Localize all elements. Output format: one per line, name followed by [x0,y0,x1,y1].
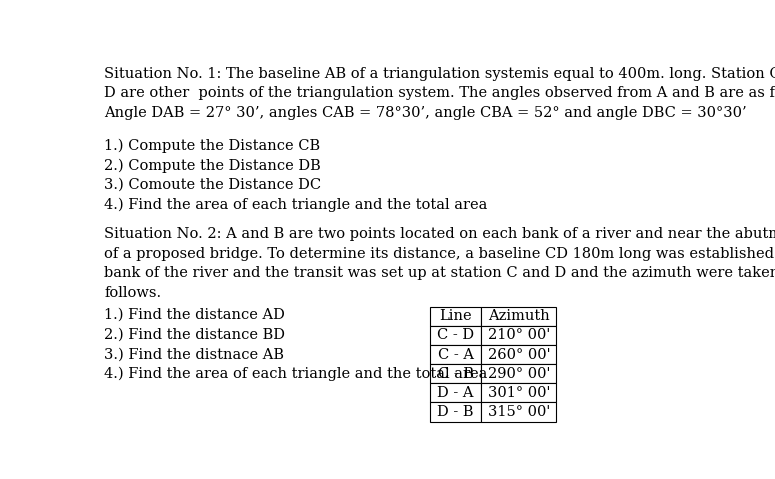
Text: Situation No. 1: The baseline AB of a triangulation systemis equal to 400m. long: Situation No. 1: The baseline AB of a tr… [104,67,775,80]
Text: 1.) Find the distance AD: 1.) Find the distance AD [104,308,285,322]
Bar [430,364,481,383]
Text: C - A: C - A [438,347,474,362]
Bar [481,364,556,383]
Text: follows.: follows. [104,285,161,300]
Text: Angle DAB = 27° 30’, angles CAB = 78°30’, angle CBA = 52° and angle DBC = 30°30’: Angle DAB = 27° 30’, angles CAB = 78°30’… [104,106,746,120]
Bar [430,402,481,422]
Text: 3.) Find the distnace AB: 3.) Find the distnace AB [104,347,284,361]
Text: D are other  points of the triangulation system. The angles observed from A and : D are other points of the triangulation … [104,86,775,100]
Text: 4.) Find the area of each triangle and the total area: 4.) Find the area of each triangle and t… [104,198,487,212]
Text: 260° 00': 260° 00' [487,347,550,362]
Text: C - B: C - B [438,367,474,381]
Text: 3.) Comoute the Distance DC: 3.) Comoute the Distance DC [104,178,321,192]
Bar [481,307,556,326]
Text: D - B: D - B [438,405,474,419]
Bar [430,345,481,364]
Text: bank of the river and the transit was set up at station C and D and the azimuth : bank of the river and the transit was se… [104,266,775,280]
Bar [481,383,556,402]
Text: 2.) Compute the Distance DB: 2.) Compute the Distance DB [104,159,321,173]
Text: Situation No. 2: A and B are two points located on each bank of a river and near: Situation No. 2: A and B are two points … [104,227,775,241]
Bar [430,326,481,345]
Text: 4.) Find the area of each triangle and the total area: 4.) Find the area of each triangle and t… [104,367,487,381]
Text: Line: Line [439,309,472,323]
Text: C - D: C - D [437,328,474,342]
Text: 315° 00': 315° 00' [487,405,550,419]
Text: of a proposed bridge. To determine its distance, a baseline CD 180m long was est: of a proposed bridge. To determine its d… [104,247,775,261]
Text: 210° 00': 210° 00' [487,328,550,342]
Bar [430,383,481,402]
Text: D - A: D - A [438,386,474,400]
Text: 301° 00': 301° 00' [487,386,550,400]
Text: 290° 00': 290° 00' [487,367,550,381]
Bar [481,345,556,364]
Text: 2.) Find the distance BD: 2.) Find the distance BD [104,328,285,342]
Bar [430,307,481,326]
Text: Azimuth: Azimuth [488,309,549,323]
Bar [481,326,556,345]
Bar [481,402,556,422]
Text: 1.) Compute the Distance CB: 1.) Compute the Distance CB [104,139,320,153]
